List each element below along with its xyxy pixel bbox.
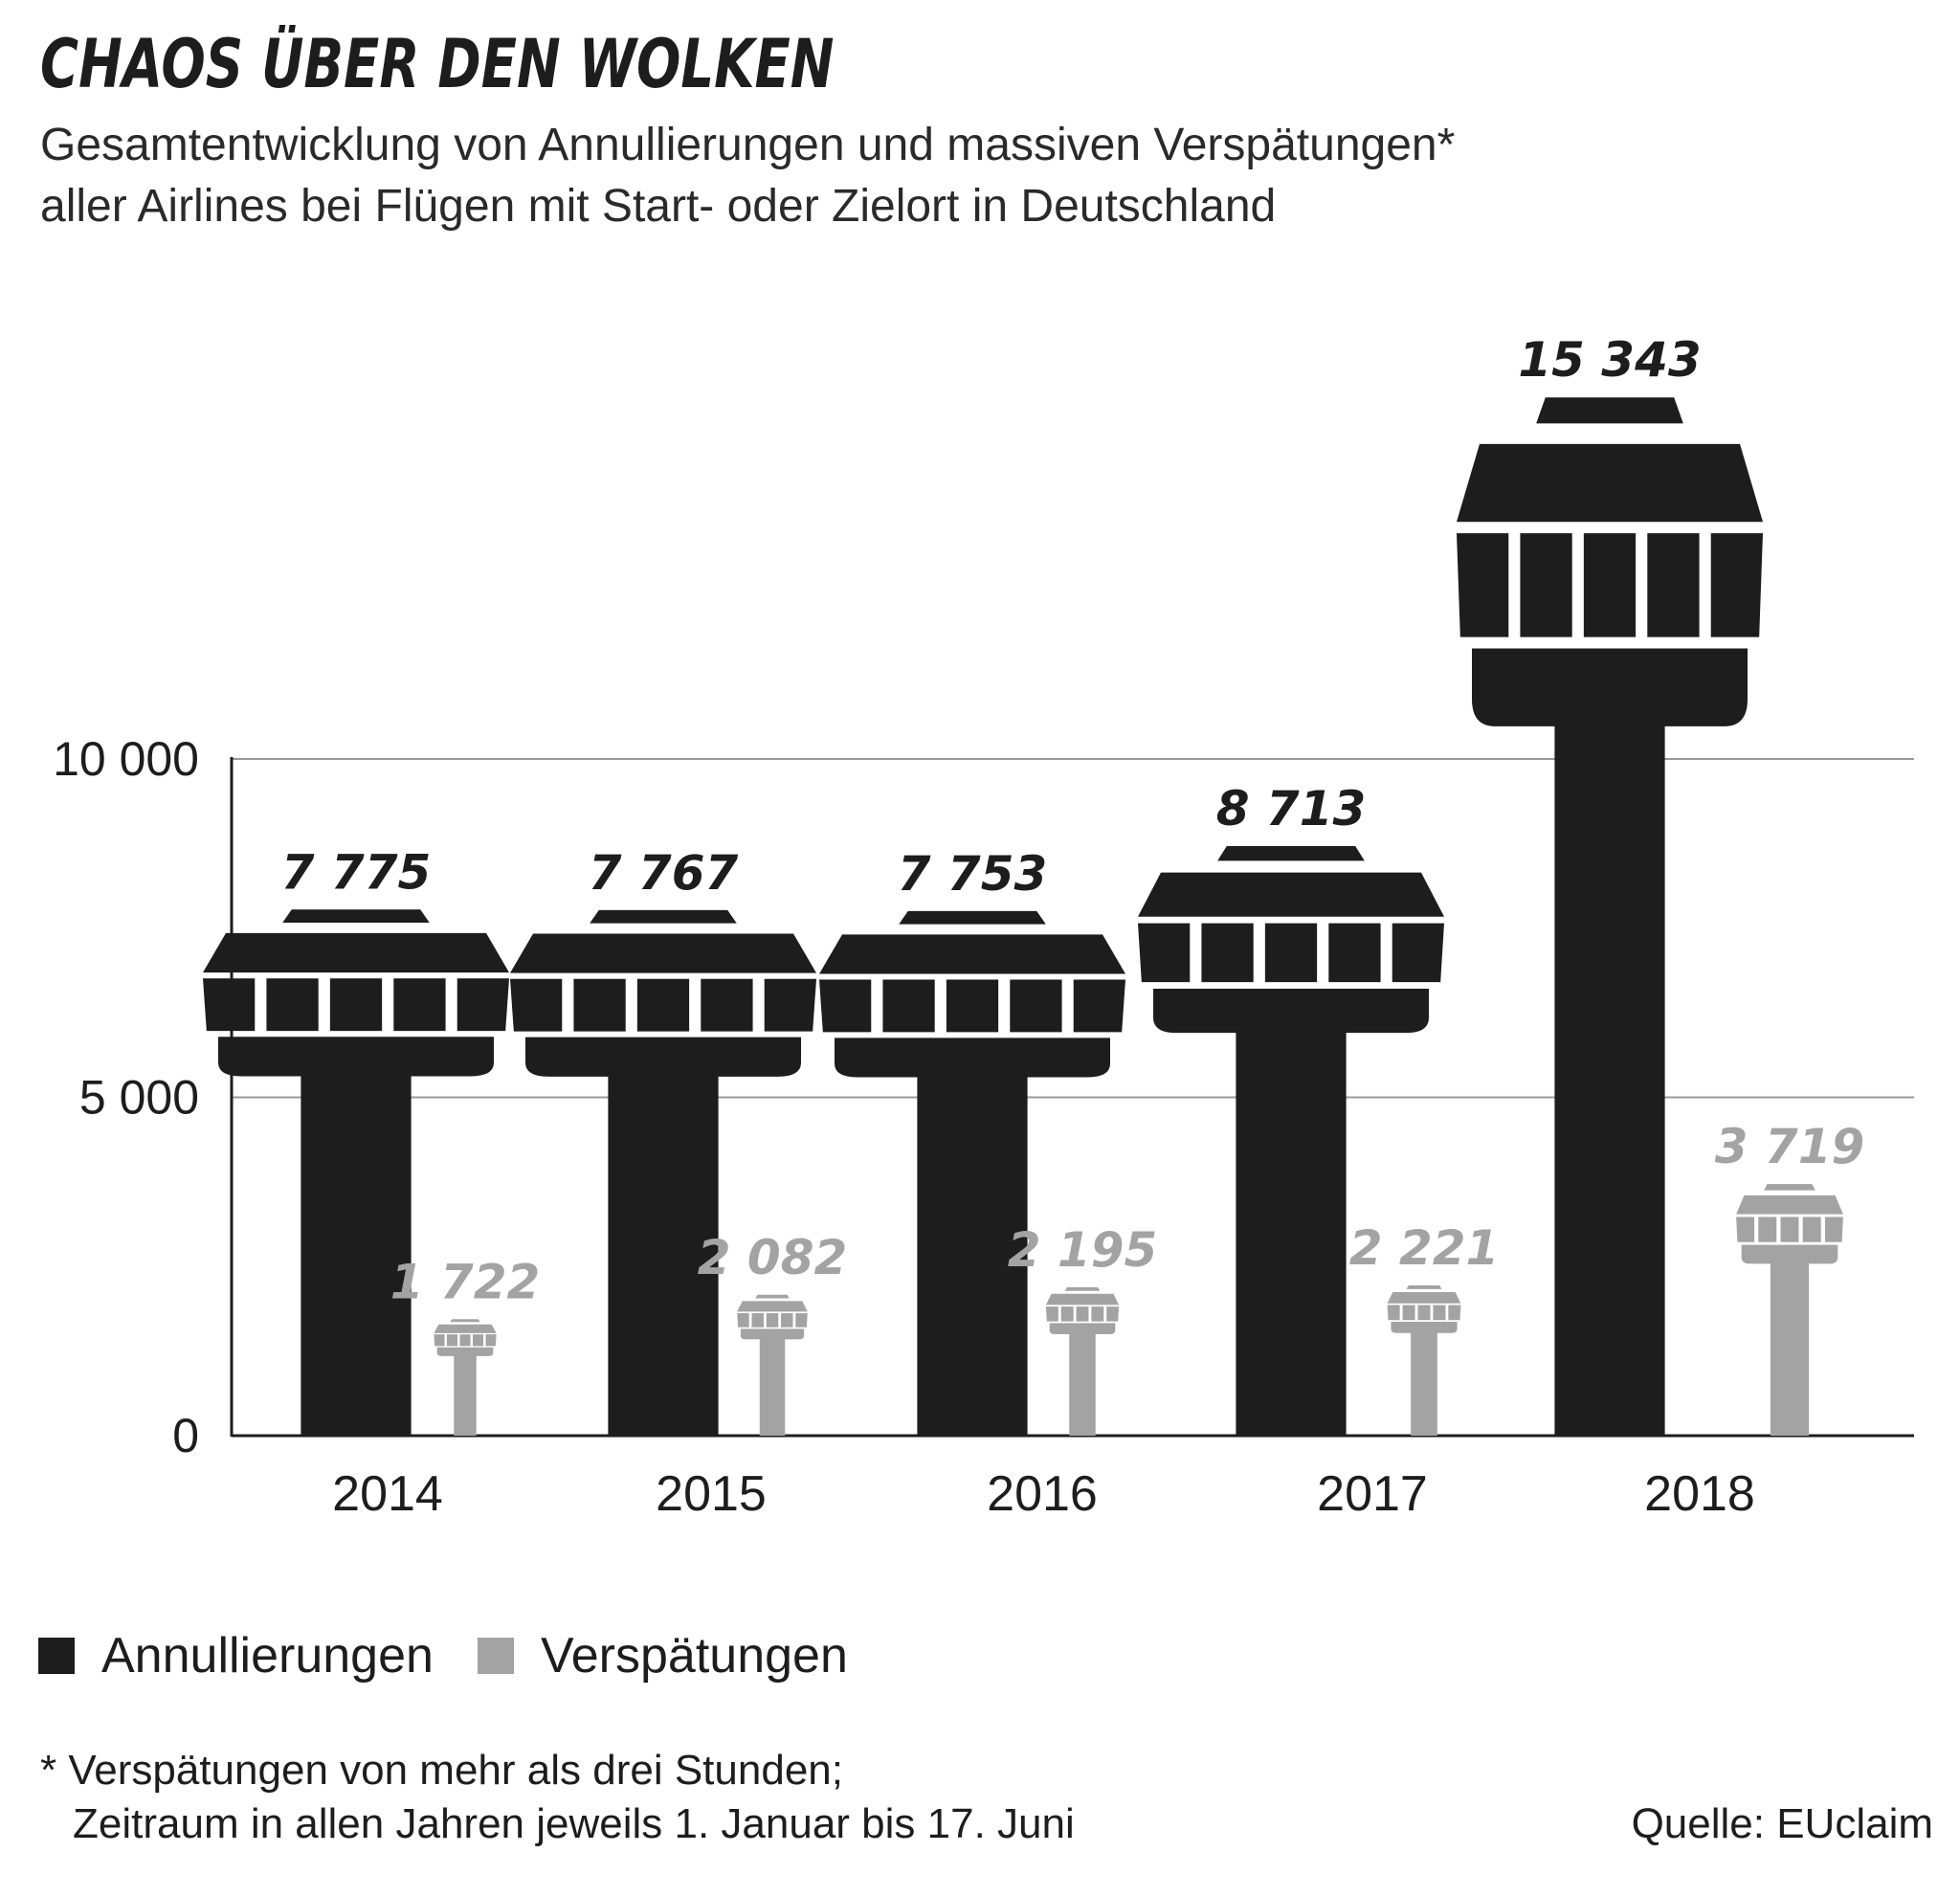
source-credit: Quelle: EUclaim [1631,1800,1933,1847]
footnote: * Verspätungen von mehr als drei Stunden… [40,1744,1075,1851]
tower-verspaetungen-2017 [1387,1284,1461,1436]
tower-verspaetungen-2016 [1045,1286,1120,1436]
value-label-annullierungen-2016: 7 753 [898,846,1048,902]
chart-subtitle: Gesamtentwicklung von Annullierungen und… [40,115,1455,237]
value-label-verspaetungen-2014: 1 722 [390,1254,541,1309]
legend-item-annullierungen: Annullierungen [38,1627,434,1685]
value-label-annullierungen-2018: 15 343 [1518,332,1701,388]
value-label-annullierungen-2014: 7 775 [281,844,432,900]
footnote-line-1: * Verspätungen von mehr als drei Stunden… [40,1747,843,1794]
legend-swatch-verspaetungen [477,1638,514,1674]
tower-annullierungen-2018 [1457,397,1763,1436]
value-label-verspaetungen-2018: 3 719 [1715,1119,1865,1174]
x-tick-label-2018: 2018 [1644,1466,1755,1522]
tower-annullierungen-2016 [819,910,1125,1436]
x-tick-label-2014: 2014 [332,1466,443,1522]
value-label-annullierungen-2017: 8 713 [1216,781,1367,837]
value-label-annullierungen-2015: 7 767 [589,845,739,901]
subtitle-line-2: aller Airlines bei Flügen mit Start- ode… [40,181,1277,232]
tower-verspaetungen-2015 [737,1294,808,1436]
y-tick-label-5000: 5 000 [79,1071,199,1125]
tower-verspaetungen-2018 [1736,1184,1843,1436]
tower-verspaetungen-2014 [434,1319,497,1436]
subtitle-line-1: Gesamtentwicklung von Annullierungen und… [40,120,1456,170]
legend-swatch-annullierungen [38,1638,75,1674]
value-label-verspaetungen-2017: 2 221 [1349,1220,1500,1276]
x-tick-label-2015: 2015 [656,1466,767,1522]
tower-bar-chart: 0 5 000 10 000 7 775 7 767 7 753 8 713 15 343 1 … [53,332,1914,1522]
x-tick-label-2016: 2016 [987,1466,1098,1522]
tower-annullierungen-2015 [510,909,816,1436]
tower-annullierungen-2017 [1138,845,1444,1436]
chart-title: CHAOS ÜBER DEN WOLKEN [40,25,835,103]
legend-label-verspaetungen: Verspätungen [540,1628,848,1684]
y-tick-label-10000: 10 000 [53,732,199,786]
legend-label-annullierungen: Annullierungen [101,1628,434,1684]
value-label-verspaetungen-2015: 2 082 [698,1230,848,1285]
y-tick-label-0: 0 [172,1409,199,1462]
x-tick-label-2017: 2017 [1317,1466,1428,1522]
value-label-verspaetungen-2016: 2 195 [1008,1222,1158,1278]
legend-item-verspaetungen: Verspätungen [477,1627,848,1685]
tower-annullierungen-2014 [203,909,509,1436]
footnote-line-2: Zeitraum in allen Jahren jeweils 1. Janu… [73,1800,1075,1847]
legend: Annullierungen Verspätungen [38,1627,892,1685]
